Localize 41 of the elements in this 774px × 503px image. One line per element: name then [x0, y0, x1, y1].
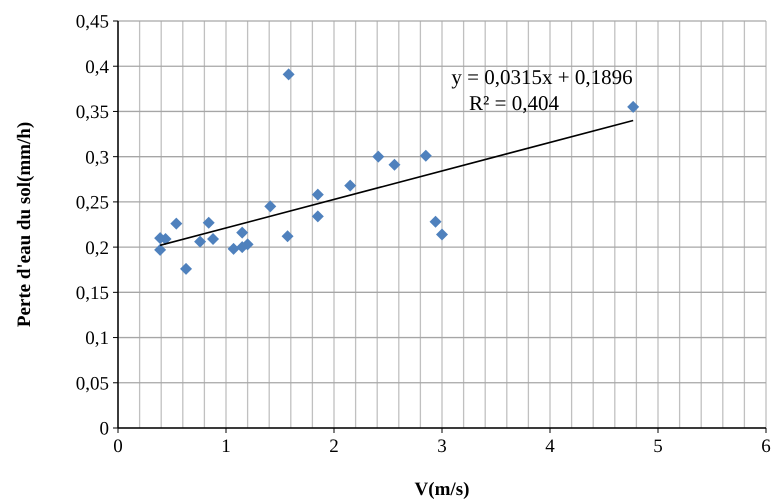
- point: [194, 236, 206, 248]
- point: [372, 150, 384, 163]
- y-tick-label: 0: [100, 418, 109, 440]
- y-tick-label: 0,25: [76, 192, 109, 214]
- point: [312, 210, 324, 222]
- x-tick-label: 1: [221, 436, 231, 457]
- point: [264, 200, 276, 212]
- x-tick-label: 3: [437, 436, 447, 457]
- point: [312, 188, 324, 201]
- x-tick-label: 2: [329, 436, 339, 457]
- point: [170, 218, 182, 230]
- y-tick-label: 0,2: [85, 238, 109, 259]
- x-tick-label: 0: [113, 436, 123, 457]
- point: [420, 150, 432, 162]
- y-tick-label: 0,4: [85, 56, 110, 78]
- annotation: R² = 0,404: [469, 91, 560, 115]
- y-tick-label: 0,35: [76, 102, 109, 124]
- y-tick-label: 0,1: [85, 328, 109, 350]
- point: [228, 242, 240, 255]
- point: [180, 262, 192, 275]
- point: [202, 216, 215, 229]
- y-tick-label: 0,05: [76, 373, 109, 394]
- point: [627, 100, 640, 113]
- x-axis-title: V(m/s): [414, 479, 470, 500]
- x-tick-label: 4: [545, 436, 556, 457]
- point: [282, 68, 295, 80]
- point: [388, 158, 400, 171]
- y-tick-label: 0,15: [76, 282, 109, 304]
- point: [344, 180, 356, 192]
- point: [282, 230, 294, 242]
- y-tick-label: 0,3: [85, 147, 109, 168]
- point: [436, 228, 448, 240]
- point: [154, 244, 166, 256]
- point: [207, 232, 220, 245]
- point: [430, 216, 442, 228]
- point: [236, 226, 248, 239]
- y-axis-title: Perte d'eau du sol(mm/h): [14, 122, 35, 328]
- x-tick-label: 6: [761, 436, 771, 457]
- annotation: y = 0,0315x + 0,1896: [451, 65, 633, 89]
- y-tick-label: 0,45: [76, 12, 109, 33]
- x-tick-label: 5: [653, 436, 663, 457]
